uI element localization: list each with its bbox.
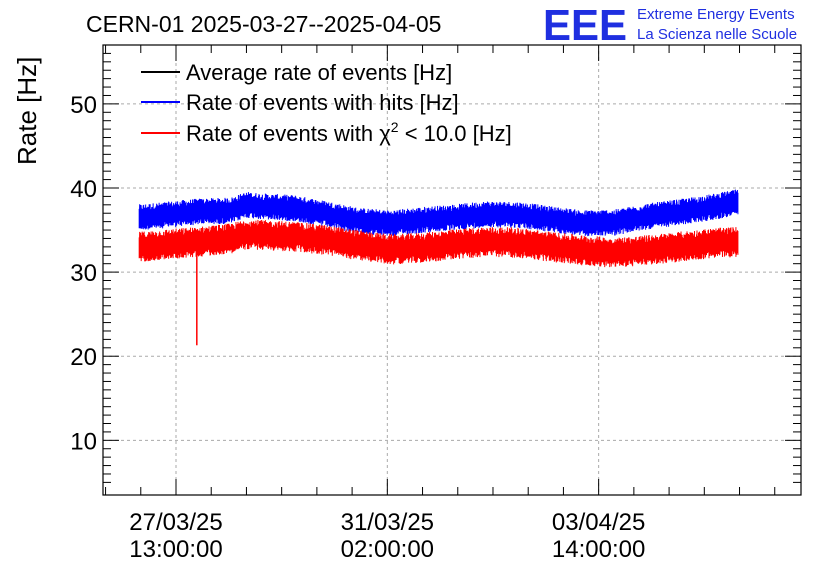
y-tick-label: 30 [70,260,97,287]
plot-frame [102,44,802,496]
x-tick-label-date: 31/03/25 [341,509,434,536]
legend-label-chi2: Rate of events with χ2 < 10.0 [Hz] [186,119,512,146]
x-tick-label-time: 02:00:00 [341,536,434,563]
legend-label-hits: Rate of events with hits [Hz] [186,90,459,115]
series-layer [138,189,739,346]
eee-logo-line2: La Scienza nelle Scuole [637,26,797,43]
y-tick-label: 40 [70,176,97,203]
y-axis-label: Rate [Hz] [12,57,42,165]
y-tick-labels: 10 20 30 40 50 [70,92,97,455]
y-tick-label: 50 [70,92,97,119]
chart-title: CERN-01 2025-03-27--2025-04-05 [86,11,441,37]
eee-logo-letters: EEE [543,1,627,50]
series-hits-line [138,189,739,237]
x-tick-label-date: 27/03/25 [129,509,222,536]
x-tick-label-time: 14:00:00 [552,536,645,563]
axis-ticks [103,44,801,495]
eee-logo-line1: Extreme Energy Events [637,6,795,23]
legend: Average rate of events [Hz] Rate of even… [141,60,512,146]
y-tick-label: 20 [70,344,97,371]
legend-label-average: Average rate of events [Hz] [186,60,452,85]
grid-lines [103,45,801,495]
eee-logo: EEE Extreme Energy Events La Scienza nel… [543,1,797,50]
x-tick-label-time: 13:00:00 [129,536,222,563]
x-tick-label-date: 03/04/25 [552,509,645,536]
y-tick-label: 10 [70,428,97,455]
series-chi2-line [138,219,739,268]
